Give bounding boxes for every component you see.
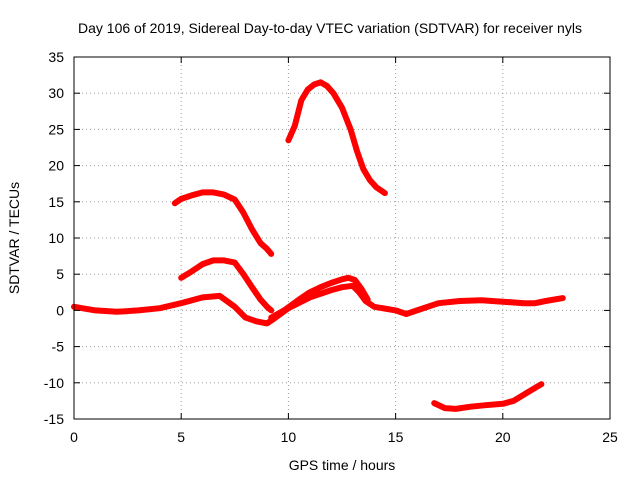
series-arc-peak-7	[178, 257, 275, 314]
series-arc-peak-31	[285, 79, 388, 197]
y-tick-label: 35	[48, 49, 64, 65]
x-tick-label: 20	[495, 429, 511, 445]
series-arc-near-zero	[71, 282, 566, 327]
x-tick-label: 0	[70, 429, 78, 445]
x-tick-label: 10	[281, 429, 297, 445]
y-axis-label: SDTVAR / TECUs	[6, 182, 22, 294]
series-arc-peak-16	[171, 189, 275, 257]
y-tick-label: 5	[56, 266, 64, 282]
y-tick-label: -10	[44, 375, 64, 391]
grid-layer	[74, 57, 610, 419]
x-tick-label: 15	[388, 429, 404, 445]
series-layer	[71, 79, 566, 412]
tick-layer: 0 5 10 15 20 25 -15 -10 -5 0 5 10 15 20 25 30 35	[44, 49, 618, 445]
y-tick-label: 10	[48, 230, 64, 246]
x-tick-label: 25	[602, 429, 618, 445]
y-tick-label: 15	[48, 194, 64, 210]
series-arc-crossing	[268, 274, 371, 321]
x-tick-label: 5	[177, 429, 185, 445]
y-tick-label: -15	[44, 411, 64, 427]
y-tick-label: 20	[48, 158, 64, 174]
chart-title: Day 106 of 2019, Sidereal Day-to-day VTE…	[78, 20, 582, 36]
y-tick-label: 0	[56, 302, 64, 318]
x-axis-label: GPS time / hours	[289, 457, 396, 473]
y-tick-label: 25	[48, 121, 64, 137]
series-arc-negative	[431, 381, 545, 412]
y-tick-label: -5	[52, 339, 65, 355]
y-tick-label: 30	[48, 85, 64, 101]
